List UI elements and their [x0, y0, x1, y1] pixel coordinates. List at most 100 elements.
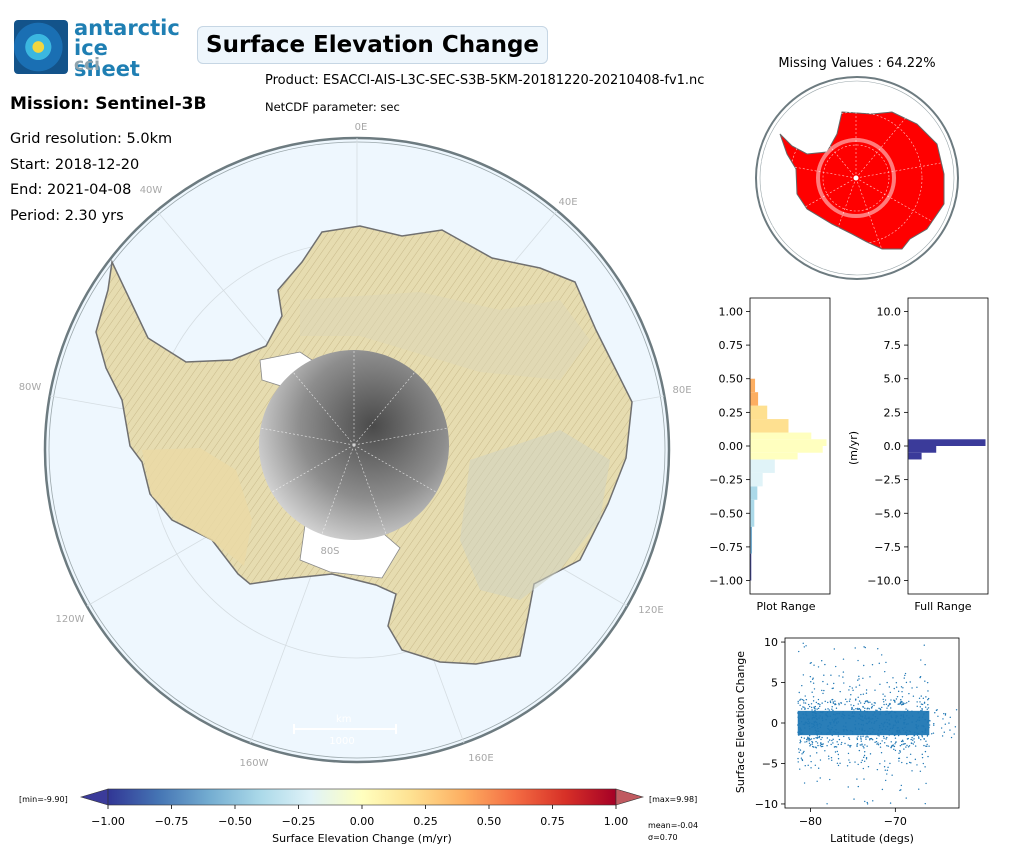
scatter-point	[815, 732, 817, 734]
scatter-point	[868, 721, 870, 723]
cci-logo: antarctic ice sheet cci	[14, 18, 180, 80]
scatter-point	[894, 749, 897, 752]
hist-units-label: (m/yr)	[847, 431, 860, 465]
scatter-point	[913, 738, 915, 740]
scatter-point	[820, 742, 822, 745]
scatter-point	[832, 738, 834, 741]
scatter-point	[832, 702, 835, 704]
scatter-point	[842, 717, 845, 719]
colorbar-tick-label: 0.75	[540, 815, 565, 828]
scatter-point	[836, 712, 838, 715]
scatter-point	[836, 762, 839, 764]
scatter-point	[848, 759, 850, 761]
scatter-point	[851, 706, 853, 709]
scatter-point	[937, 715, 939, 717]
scatter-point	[878, 662, 880, 665]
scatter-point	[927, 755, 929, 758]
scatter-point	[800, 740, 802, 743]
hist-bar	[750, 439, 827, 446]
scatter-point	[901, 696, 904, 698]
scatter-point	[911, 710, 913, 712]
scatter-point	[912, 695, 915, 697]
scatter-point	[819, 744, 822, 746]
scatter-point	[874, 733, 876, 735]
scatter-point	[849, 685, 851, 688]
scatter-point	[825, 719, 827, 721]
scatter-point	[921, 716, 924, 718]
scatter-point	[812, 696, 815, 698]
scatter-point	[911, 770, 913, 772]
scatter-point	[885, 719, 888, 721]
scatter-point	[882, 735, 885, 738]
scatter-point	[803, 717, 805, 719]
scatter-point	[805, 711, 807, 713]
scatter-point	[803, 737, 806, 739]
colorbar-gradient	[107, 788, 617, 806]
scatter-point	[935, 709, 938, 712]
scatter-point	[864, 717, 866, 719]
scatter-point	[804, 702, 807, 704]
scatter-point	[872, 714, 874, 716]
scatter-point	[860, 740, 862, 742]
scatter-point	[889, 703, 891, 705]
scatter-point	[887, 745, 890, 747]
scatter-xlabel: Latitude (degs)	[830, 832, 914, 845]
scatter-point	[922, 731, 924, 733]
scatter-point	[917, 719, 919, 721]
scatter-point	[902, 687, 904, 689]
scatter-point	[877, 732, 879, 735]
scatter-point	[900, 699, 902, 701]
scatter-point	[881, 706, 883, 709]
scatter-point	[862, 733, 865, 736]
scatter-point	[808, 740, 810, 742]
scatter-point	[815, 715, 817, 717]
scatter-point	[843, 730, 845, 732]
scatter-point	[873, 729, 875, 731]
scatter-point	[928, 724, 931, 726]
scatter-point	[923, 714, 925, 716]
scatter-point	[848, 738, 851, 741]
scatter-point	[815, 747, 818, 749]
scatter-point	[872, 800, 874, 802]
scatter-point	[818, 735, 821, 738]
scatter-point	[837, 735, 840, 737]
scatter-point	[822, 743, 824, 745]
scatter-point	[864, 744, 866, 746]
scatter-point	[812, 677, 814, 679]
scatter-point	[903, 723, 905, 725]
scatter-point	[924, 663, 926, 666]
scatter-point	[865, 722, 868, 724]
hist-bar	[750, 472, 763, 487]
y-tick-label: 0.00	[719, 440, 744, 453]
scatter-point	[893, 748, 895, 751]
scatter-point	[880, 752, 883, 754]
scatter-point	[883, 737, 885, 739]
scatter-point	[807, 736, 809, 738]
scatter-point	[810, 706, 813, 709]
scatter-point	[805, 713, 807, 715]
scatter-point	[897, 727, 899, 729]
scatter-point	[931, 733, 933, 735]
scatter-point	[860, 693, 862, 696]
scatter-point	[812, 682, 815, 684]
scatter-point	[858, 700, 861, 702]
scatter-point	[819, 722, 821, 725]
scatter-point	[813, 721, 815, 723]
scatter-point	[851, 711, 854, 713]
scatter-point	[913, 734, 916, 736]
scatter-point	[892, 744, 894, 746]
scatter-point	[800, 717, 802, 719]
scatter-point	[832, 742, 834, 744]
scatter-point	[851, 712, 854, 714]
hist-bar	[750, 486, 758, 500]
scatter-point	[928, 726, 930, 729]
scatter-point	[867, 730, 869, 732]
scatter-point	[800, 708, 803, 710]
scatter-point	[861, 727, 863, 729]
scatter-point	[858, 728, 861, 730]
scatter-point	[909, 730, 911, 733]
scatter-point	[798, 691, 800, 694]
colorbar-max-arrow	[615, 788, 645, 806]
scatter-point	[917, 732, 919, 735]
scatter-point	[809, 745, 811, 747]
